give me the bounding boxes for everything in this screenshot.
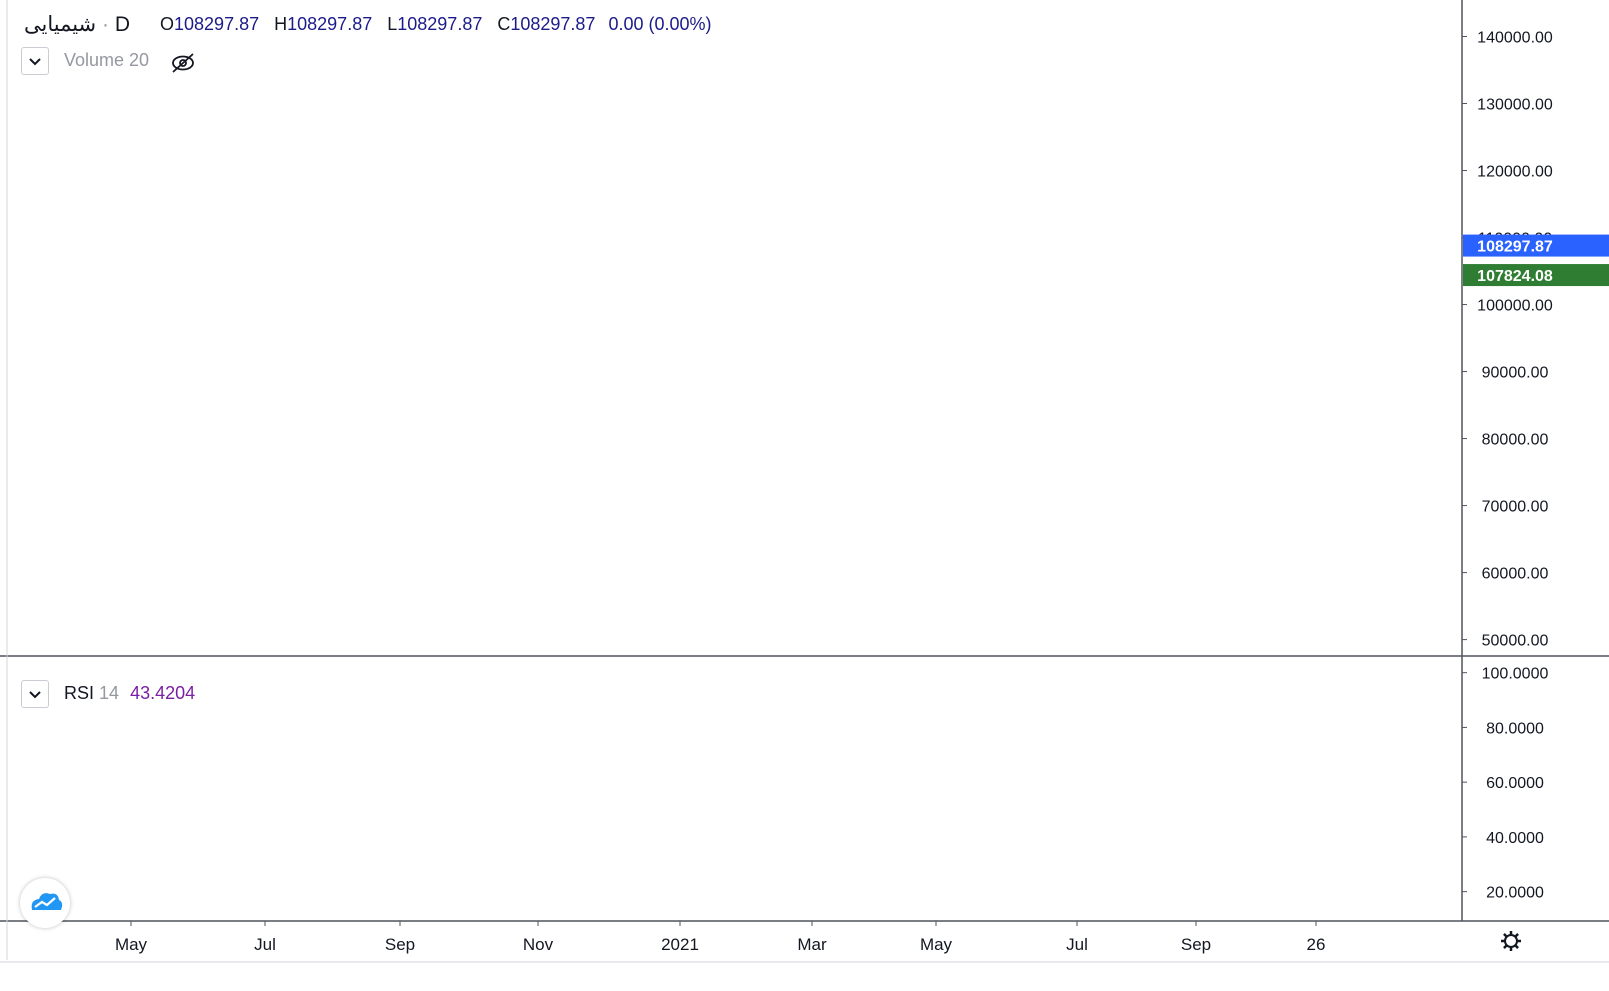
price-tick-label: 120000.00 — [1477, 164, 1553, 181]
rsi-tick-label: 60.0000 — [1486, 775, 1544, 792]
rsi-label: RSI — [64, 683, 95, 703]
time-tick-label: Sep — [1181, 935, 1211, 954]
price-tick-label: 100000.00 — [1477, 298, 1553, 315]
time-tick-label: May — [115, 935, 148, 954]
gear-tooth — [1514, 933, 1519, 938]
symbol-title[interactable]: شیمیایی · D — [24, 12, 130, 37]
time-tick-label: 2021 — [661, 935, 699, 954]
low-label: L — [387, 14, 398, 34]
time-tick-label: Nov — [523, 935, 554, 954]
chevron-down-icon — [29, 691, 41, 699]
change-value: 0.00 (0.00%) — [608, 14, 712, 34]
time-tick-label: 26 — [1307, 935, 1326, 954]
close-label: C — [497, 14, 511, 34]
support-level-tag-bg — [1463, 264, 1609, 287]
separator-dot: · — [102, 13, 110, 36]
price-tick-label: 60000.00 — [1482, 566, 1549, 583]
gear-tooth — [1514, 944, 1519, 949]
rsi-tick-label: 80.0000 — [1486, 720, 1544, 737]
rsi-tick-label: 40.0000 — [1486, 830, 1544, 847]
time-tick-label: Mar — [797, 935, 827, 954]
price-tick-label: 50000.00 — [1482, 633, 1549, 650]
price-tick-label: 140000.00 — [1477, 30, 1553, 47]
time-tick-label: Jul — [1066, 935, 1088, 954]
gear-tooth — [1503, 944, 1508, 949]
time-tick-label: Sep — [385, 935, 415, 954]
close-value: 108297.87 — [510, 14, 596, 34]
rsi-collapse-button[interactable] — [21, 680, 49, 708]
rsi-legend[interactable]: RSI 14 43.4204 — [64, 683, 195, 704]
last-price-tag: 108297.87 — [1477, 239, 1553, 256]
price-tick-label: 70000.00 — [1482, 499, 1549, 516]
open-label: O — [160, 14, 175, 34]
price-tick-label: 80000.00 — [1482, 432, 1549, 449]
rsi-tick-label: 20.0000 — [1486, 885, 1544, 902]
time-tick-label: May — [920, 935, 953, 954]
high-value: 108297.87 — [287, 14, 373, 34]
volume-collapse-button[interactable] — [21, 47, 49, 75]
last-price-tag-bg — [1463, 234, 1609, 257]
gear-icon[interactable] — [1501, 931, 1521, 951]
rsi-value: 43.4204 — [130, 683, 196, 703]
rsi-period: 14 — [99, 683, 120, 703]
symbol-name: شیمیایی — [24, 13, 97, 36]
time-tick-label: Jul — [254, 935, 276, 954]
chevron-down-icon — [29, 58, 41, 66]
timeframe: D — [114, 13, 131, 36]
price-tick-label: 130000.00 — [1477, 97, 1553, 114]
volume-label: Volume 20 — [64, 50, 150, 70]
price-tick-label: 90000.00 — [1482, 365, 1549, 382]
open-value: 108297.87 — [174, 14, 260, 34]
support-level-tag: 107824.08 — [1477, 268, 1553, 285]
low-value: 108297.87 — [397, 14, 483, 34]
ohlc-readout: O108297.87 H108297.87 L108297.87 C108297… — [160, 14, 712, 35]
high-label: H — [274, 14, 288, 34]
rsi-tick-label: 100.0000 — [1482, 666, 1549, 683]
tradingview-cloud-icon[interactable] — [20, 878, 70, 928]
eye-off-icon[interactable] — [170, 52, 196, 79]
gear-tooth — [1503, 933, 1508, 938]
volume-legend[interactable]: Volume 20 — [64, 50, 149, 71]
